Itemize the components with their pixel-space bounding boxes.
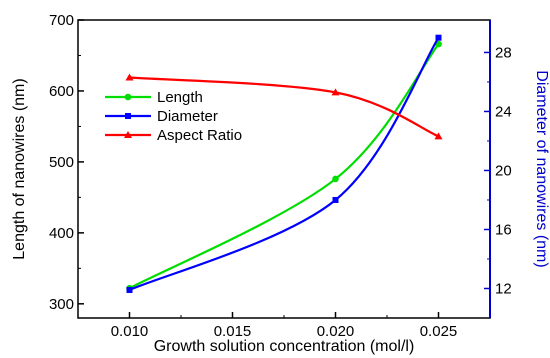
legend: Length Diameter Aspect Ratio <box>105 89 242 144</box>
length-point <box>332 175 339 183</box>
plot-area <box>77 19 491 319</box>
y-right-tick-label: 20 <box>495 162 512 179</box>
legend-diameter-label: Diameter <box>157 108 218 125</box>
diameter-point <box>126 286 133 293</box>
legend-length-label: Length <box>157 89 203 106</box>
y-right-tick-label: 24 <box>495 103 512 120</box>
legend-aspect-ratio-marker <box>124 131 132 138</box>
x-tick-label: 0.025 <box>420 323 458 340</box>
legend-length-marker <box>124 93 132 101</box>
y-left-axis-ticks: 300 400 500 600 700 <box>49 12 84 313</box>
aspect-ratio-point <box>331 88 340 96</box>
aspect-ratio-line <box>129 76 439 138</box>
y-left-tick-label: 500 <box>49 154 74 171</box>
plot-frame <box>77 19 491 319</box>
diameter-point <box>332 196 339 203</box>
y-left-tick-label: 400 <box>49 225 74 242</box>
x-tick-label: 0.010 <box>111 323 149 340</box>
x-tick-label: 0.015 <box>214 323 252 340</box>
legend-aspect-ratio-label: Aspect Ratio <box>157 127 242 144</box>
y-left-axis-title: Length of nanowires (nm) <box>11 78 28 259</box>
y-left-tick-label: 700 <box>49 12 74 29</box>
x-axis-ticks: 0.010 0.015 0.020 0.025 <box>111 312 458 340</box>
series-layer <box>125 34 443 293</box>
y-right-tick-label: 12 <box>495 280 512 297</box>
y-left-tick-label: 300 <box>49 296 74 313</box>
x-axis-title: Growth solution concentration (mol/l) <box>154 338 415 355</box>
aspect-ratio-point <box>125 73 134 81</box>
x-tick-label: 0.020 <box>317 323 355 340</box>
legend-diameter-marker <box>125 113 131 119</box>
aspect-ratio-point <box>434 132 443 140</box>
y-right-tick-label: 28 <box>495 44 512 61</box>
y-right-axis-ticks: 12 16 20 24 28 <box>484 44 512 297</box>
diameter-point <box>435 34 442 41</box>
y-left-tick-label: 600 <box>49 83 74 100</box>
diameter-line <box>129 37 440 291</box>
y-right-axis-title: Diameter of nanowires (nm) <box>533 70 550 267</box>
y-right-tick-label: 16 <box>495 221 512 238</box>
